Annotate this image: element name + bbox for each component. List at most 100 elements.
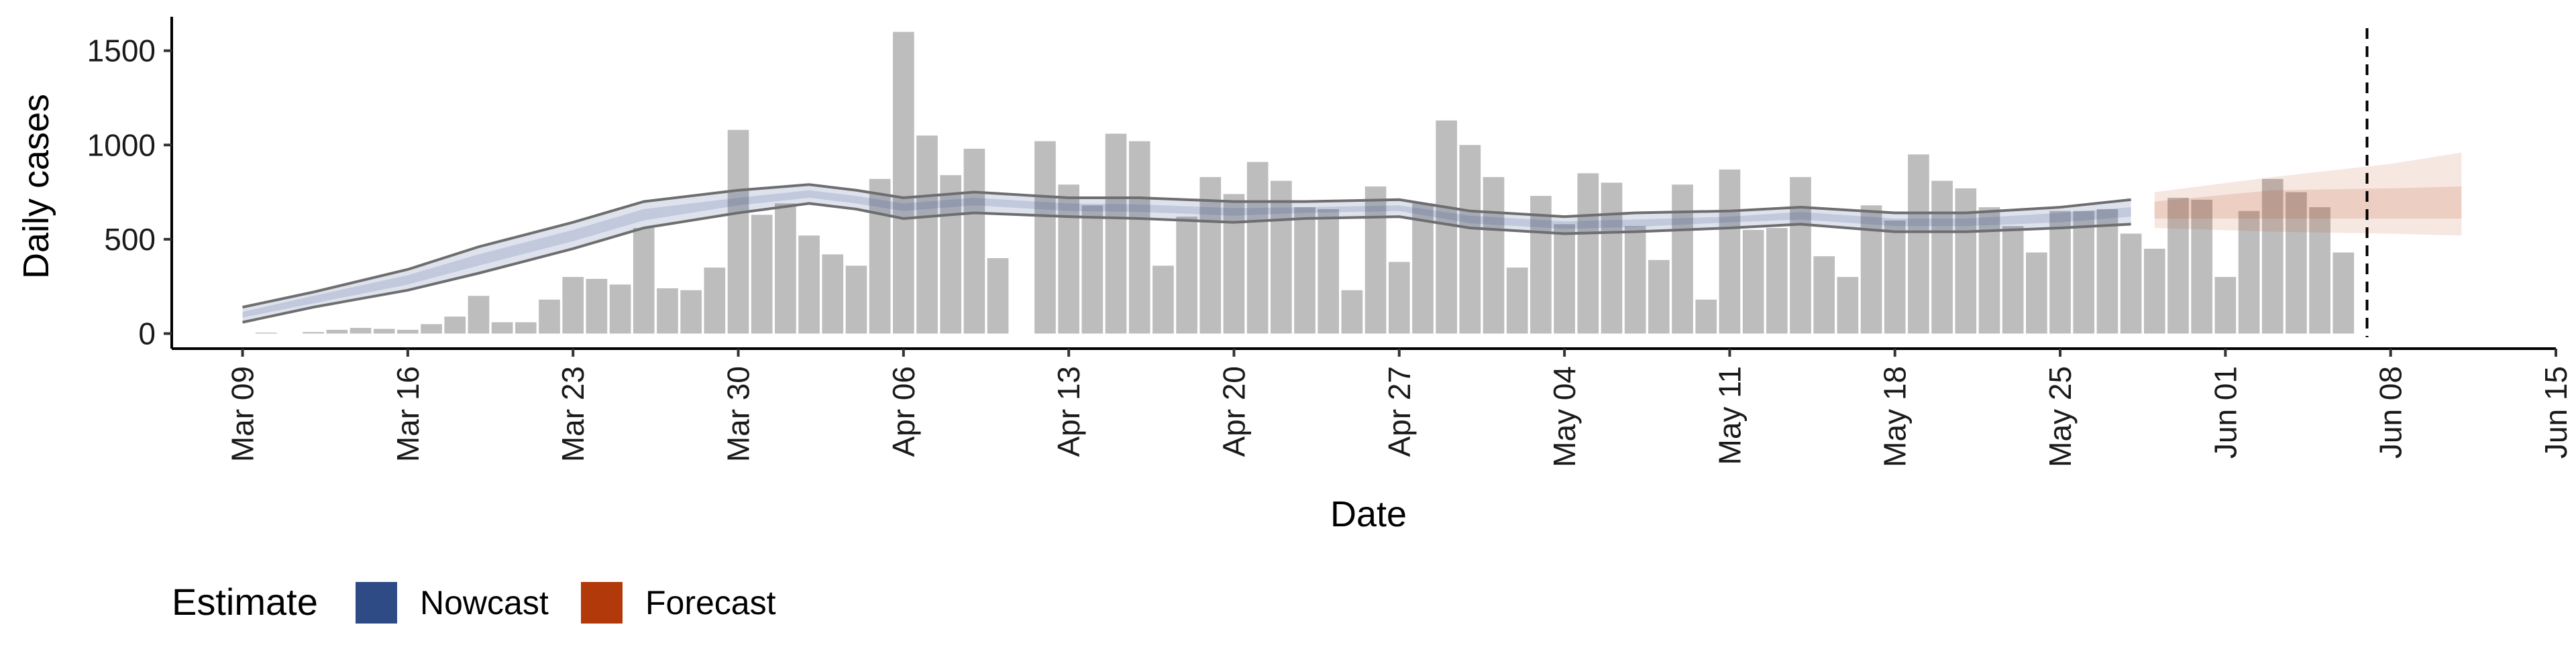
bar xyxy=(963,148,985,334)
bar xyxy=(1695,299,1717,334)
bar xyxy=(586,278,608,334)
bar xyxy=(1081,205,1104,334)
bar xyxy=(1128,141,1150,334)
bar xyxy=(1837,277,1859,334)
forecast-outer-band xyxy=(2154,152,2462,236)
bar xyxy=(1483,177,1505,334)
bar xyxy=(657,288,678,334)
bar xyxy=(397,329,419,334)
bar xyxy=(539,299,560,334)
bar xyxy=(1530,196,1552,334)
bar xyxy=(326,329,348,334)
bar xyxy=(1318,209,1340,334)
bar xyxy=(1860,205,1882,334)
x-tick-label: Apr 13 xyxy=(1051,366,1086,457)
bar xyxy=(987,258,1009,334)
x-tick-label: Apr 06 xyxy=(886,366,921,457)
bar xyxy=(2191,199,2213,334)
y-axis-title: Daily cases xyxy=(16,94,56,279)
bar xyxy=(1034,141,1056,334)
forecast-inner-band xyxy=(2154,186,2462,219)
legend: Estimate Nowcast Forecast xyxy=(172,581,776,624)
bar xyxy=(1577,173,1599,334)
bar xyxy=(1766,228,1788,334)
bar xyxy=(1246,162,1269,334)
bar xyxy=(2002,226,2024,334)
bar xyxy=(1884,220,1906,334)
bar xyxy=(1813,256,1835,334)
nowcast-inner-band xyxy=(242,190,2131,318)
bar xyxy=(562,277,584,334)
bar xyxy=(2332,252,2355,334)
x-axis-title: Date xyxy=(1330,494,1407,534)
bar xyxy=(1742,229,1764,334)
bar xyxy=(1341,290,1363,334)
bar xyxy=(373,329,395,334)
y-tick-label: 1500 xyxy=(87,34,156,68)
bar xyxy=(2167,198,2189,334)
bar xyxy=(1271,180,1292,334)
bar xyxy=(845,266,867,334)
y-tick-label: 1000 xyxy=(87,127,156,162)
bar xyxy=(940,175,962,334)
x-tick-label: Jun 15 xyxy=(2538,366,2573,459)
bar xyxy=(1648,259,1670,334)
x-tick-label: May 11 xyxy=(1712,366,1747,465)
x-tick-label: Apr 27 xyxy=(1382,366,1417,457)
bar xyxy=(704,268,726,334)
ribbons-layer xyxy=(242,152,2462,324)
bar xyxy=(1908,154,1929,334)
x-tick-label: Mar 23 xyxy=(555,366,590,462)
bar xyxy=(2286,192,2307,334)
bar xyxy=(2026,252,2047,334)
axes-layer xyxy=(170,17,2556,350)
bar xyxy=(1388,261,1410,334)
bar xyxy=(1176,217,1197,334)
bar xyxy=(2049,211,2071,334)
bar xyxy=(798,235,820,334)
bar xyxy=(2238,211,2260,334)
legend-swatch-nowcast xyxy=(356,582,397,624)
bar xyxy=(515,322,537,334)
nowcast-outer-band xyxy=(242,184,2131,322)
bar xyxy=(609,284,631,334)
bar xyxy=(1364,186,1387,334)
x-tick-label: Apr 20 xyxy=(1216,366,1251,457)
x-tick-label: Jun 08 xyxy=(2373,366,2408,459)
legend-title: Estimate xyxy=(172,581,318,623)
bar xyxy=(421,324,442,334)
bar xyxy=(1601,182,1623,334)
bar xyxy=(1978,207,2000,334)
bar xyxy=(751,215,773,334)
nowcast-upper-line xyxy=(242,183,2131,309)
x-tick-label: Mar 30 xyxy=(721,366,756,462)
bar xyxy=(1223,194,1245,334)
bar xyxy=(1436,120,1457,334)
bar xyxy=(633,228,655,334)
bar xyxy=(892,32,914,334)
bar xyxy=(2073,211,2095,334)
bar xyxy=(1955,188,1977,334)
bar xyxy=(775,203,796,334)
legend-swatch-forecast xyxy=(581,582,623,624)
bar xyxy=(2096,209,2118,334)
y-tick-label: 0 xyxy=(138,316,156,351)
bar xyxy=(1459,145,1481,334)
x-tick-label: Mar 09 xyxy=(225,366,260,462)
y-tick-label: 500 xyxy=(104,222,156,257)
bar xyxy=(869,178,891,334)
bar xyxy=(2143,248,2165,334)
bar xyxy=(1058,184,1079,334)
bar xyxy=(1105,133,1127,334)
x-tick-label: May 18 xyxy=(1878,366,1913,467)
legend-label-nowcast: Nowcast xyxy=(420,584,549,622)
x-tick-label: May 25 xyxy=(2043,366,2078,467)
bar xyxy=(2261,178,2284,334)
bar xyxy=(1719,169,1741,334)
bar xyxy=(1152,266,1174,334)
bar xyxy=(680,290,702,334)
bar xyxy=(1412,203,1434,334)
legend-label-forecast: Forecast xyxy=(645,584,776,622)
